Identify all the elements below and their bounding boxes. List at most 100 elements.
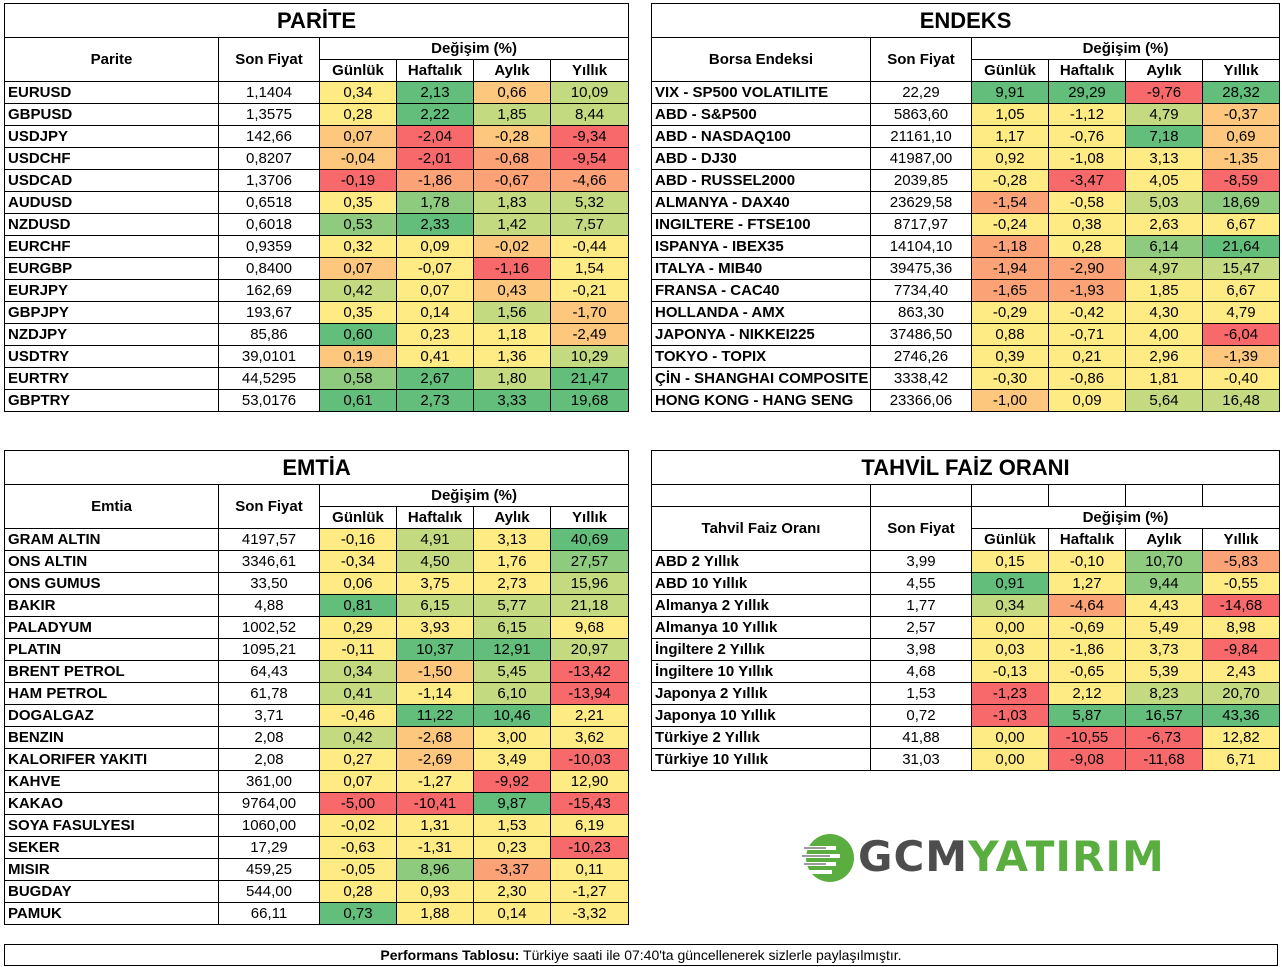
change-cell: 0,38	[1048, 213, 1126, 236]
table-row: Japonya 2 Yıllık 1,53 -1,23 2,12 8,23 20,70	[651, 682, 1281, 705]
row-price: 4197,57	[218, 528, 320, 551]
change-cell: 0,14	[473, 902, 551, 925]
row-name: DOGALGAZ	[4, 704, 219, 727]
change-cell: 1,53	[473, 814, 551, 837]
change-cell: 1,83	[473, 191, 551, 214]
change-cell: -0,55	[1201, 572, 1281, 595]
change-cell: -1,18	[971, 235, 1049, 258]
change-cell: -2,90	[1048, 257, 1126, 280]
change-cell: 4,30	[1125, 301, 1203, 324]
table-row: ONS ALTIN 3346,61 -0,34 4,50 1,76 27,57	[4, 550, 630, 573]
table-row: KAHVE 361,00 0,07 -1,27 -9,92 12,90	[4, 770, 630, 793]
parite-col-name: Parite	[4, 37, 219, 82]
change-cell: 21,64	[1201, 235, 1281, 258]
change-cell: -3,47	[1048, 169, 1126, 192]
row-name: Türkiye 10 Yıllık	[651, 748, 871, 771]
change-cell: 1,81	[1125, 367, 1203, 390]
table-row: ABD - S&P500 5863,60 1,05 -1,12 4,79 -0,37	[651, 103, 1281, 126]
change-cell: -0,65	[1048, 660, 1126, 683]
table-row: GRAM ALTIN 4197,57 -0,16 4,91 3,13 40,69	[4, 528, 630, 551]
change-cell: 4,79	[1125, 103, 1203, 126]
change-cell: 0,61	[319, 389, 397, 412]
row-name: USDCHF	[4, 147, 219, 170]
row-price: 361,00	[218, 770, 320, 793]
change-cell: -0,42	[1048, 301, 1126, 324]
table-row: ABD 2 Yıllık 3,99 0,15 -0,10 10,70 -5,83	[651, 550, 1281, 573]
change-cell: 6,10	[473, 682, 551, 705]
change-cell: -0,02	[473, 235, 551, 258]
table-row: HOLLANDA - AMX 863,30 -0,29 -0,42 4,30 4,79	[651, 301, 1281, 324]
change-cell: -10,41	[396, 792, 474, 815]
row-name: ÇİN - SHANGHAI COMPOSITE	[651, 367, 871, 390]
change-cell: 27,57	[549, 550, 630, 573]
table-row: BRENT PETROL 64,43 0,34 -1,50 5,45 -13,42	[4, 660, 630, 683]
change-cell: 2,96	[1125, 345, 1203, 368]
change-cell: 1,85	[473, 103, 551, 126]
row-price: 41,88	[870, 726, 972, 749]
change-cell: 6,67	[1201, 279, 1281, 302]
change-cell: 0,00	[971, 748, 1049, 771]
row-name: ABD - RUSSEL2000	[651, 169, 871, 192]
change-cell: 0,32	[319, 235, 397, 258]
row-name: USDTRY	[4, 345, 219, 368]
change-cell: -1,31	[396, 836, 474, 859]
change-cell: 1,17	[971, 125, 1049, 148]
change-cell: 4,00	[1125, 323, 1203, 346]
change-cell: -0,86	[1048, 367, 1126, 390]
row-name: Japonya 10 Yıllık	[651, 704, 871, 727]
row-price: 4,68	[870, 660, 972, 683]
endeks-period-header: Aylık	[1125, 59, 1203, 82]
change-cell: 0,60	[319, 323, 397, 346]
emtia-period-header: Yıllık	[549, 506, 630, 529]
change-cell: -0,28	[473, 125, 551, 148]
row-name: Almanya 2 Yıllık	[651, 594, 871, 617]
table-row: BUGDAY 544,00 0,28 0,93 2,30 -1,27	[4, 880, 630, 903]
change-cell: 0,28	[319, 880, 397, 903]
tahvil-period-header: Haftalık	[1048, 528, 1126, 551]
change-cell: -1,35	[1201, 147, 1281, 170]
row-name: EURJPY	[4, 279, 219, 302]
table-row: ONS GUMUS 33,50 0,06 3,75 2,73 15,96	[4, 572, 630, 595]
row-name: KAKAO	[4, 792, 219, 815]
change-cell: 6,14	[1125, 235, 1203, 258]
change-cell: -0,67	[473, 169, 551, 192]
change-cell: -2,04	[396, 125, 474, 148]
row-name: NZDJPY	[4, 323, 219, 346]
tahvil-period-header: Yıllık	[1201, 528, 1281, 551]
change-cell: 0,21	[1048, 345, 1126, 368]
change-cell: 7,18	[1125, 125, 1203, 148]
table-row: ABD - RUSSEL2000 2039,85 -0,28 -3,47 4,05 -8,…	[651, 169, 1281, 192]
change-cell: -0,76	[1048, 125, 1126, 148]
row-name: ISPANYA - IBEX35	[651, 235, 871, 258]
change-cell: -1,27	[549, 880, 630, 903]
endeks-col-name: Borsa Endeksi	[651, 37, 871, 82]
change-cell: 6,15	[473, 616, 551, 639]
change-cell: 0,28	[319, 103, 397, 126]
row-price: 1095,21	[218, 638, 320, 661]
change-cell: -13,94	[549, 682, 630, 705]
tahvil-blank-cell	[651, 484, 871, 507]
endeks-col-price: Son Fiyat	[870, 37, 972, 82]
change-cell: 5,64	[1125, 389, 1203, 412]
change-cell: 5,77	[473, 594, 551, 617]
change-cell: 4,05	[1125, 169, 1203, 192]
change-cell: -0,29	[971, 301, 1049, 324]
change-cell: 0,00	[971, 726, 1049, 749]
change-cell: -0,58	[1048, 191, 1126, 214]
table-row: USDCAD 1,3706 -0,19 -1,86 -0,67 -4,66	[4, 169, 630, 192]
row-price: 85,86	[218, 323, 320, 346]
row-price: 64,43	[218, 660, 320, 683]
change-cell: 0,81	[319, 594, 397, 617]
row-name: BUGDAY	[4, 880, 219, 903]
change-cell: 18,69	[1201, 191, 1281, 214]
tahvil-blank-cell	[1125, 484, 1203, 507]
row-price: 0,8207	[218, 147, 320, 170]
table-row: MISIR 459,25 -0,05 8,96 -3,37 0,11	[4, 858, 630, 881]
row-price: 3,99	[870, 550, 972, 573]
emtia-col-name: Emtia	[4, 484, 219, 529]
row-price: 31,03	[870, 748, 972, 771]
footer-label: Performans Tablosu:	[380, 947, 520, 963]
table-row: Türkiye 2 Yıllık 41,88 0,00 -10,55 -6,73 12,8…	[651, 726, 1281, 749]
change-cell: -0,21	[549, 279, 630, 302]
row-name: AUDUSD	[4, 191, 219, 214]
